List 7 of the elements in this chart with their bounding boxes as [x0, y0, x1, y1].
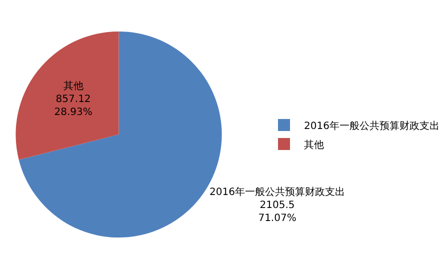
slice-label: 其他	[63, 80, 84, 92]
legend-label: 其他	[304, 138, 324, 151]
data-label: 857.12 28.93%	[54, 94, 92, 118]
pie-slice	[16, 31, 119, 160]
data-label: 2105.5 71.07%	[258, 200, 296, 224]
slice-label: 2016年一般公共预算财政支出	[210, 186, 345, 198]
legend-label: 2016年一般公共预算财政支出	[304, 120, 440, 132]
